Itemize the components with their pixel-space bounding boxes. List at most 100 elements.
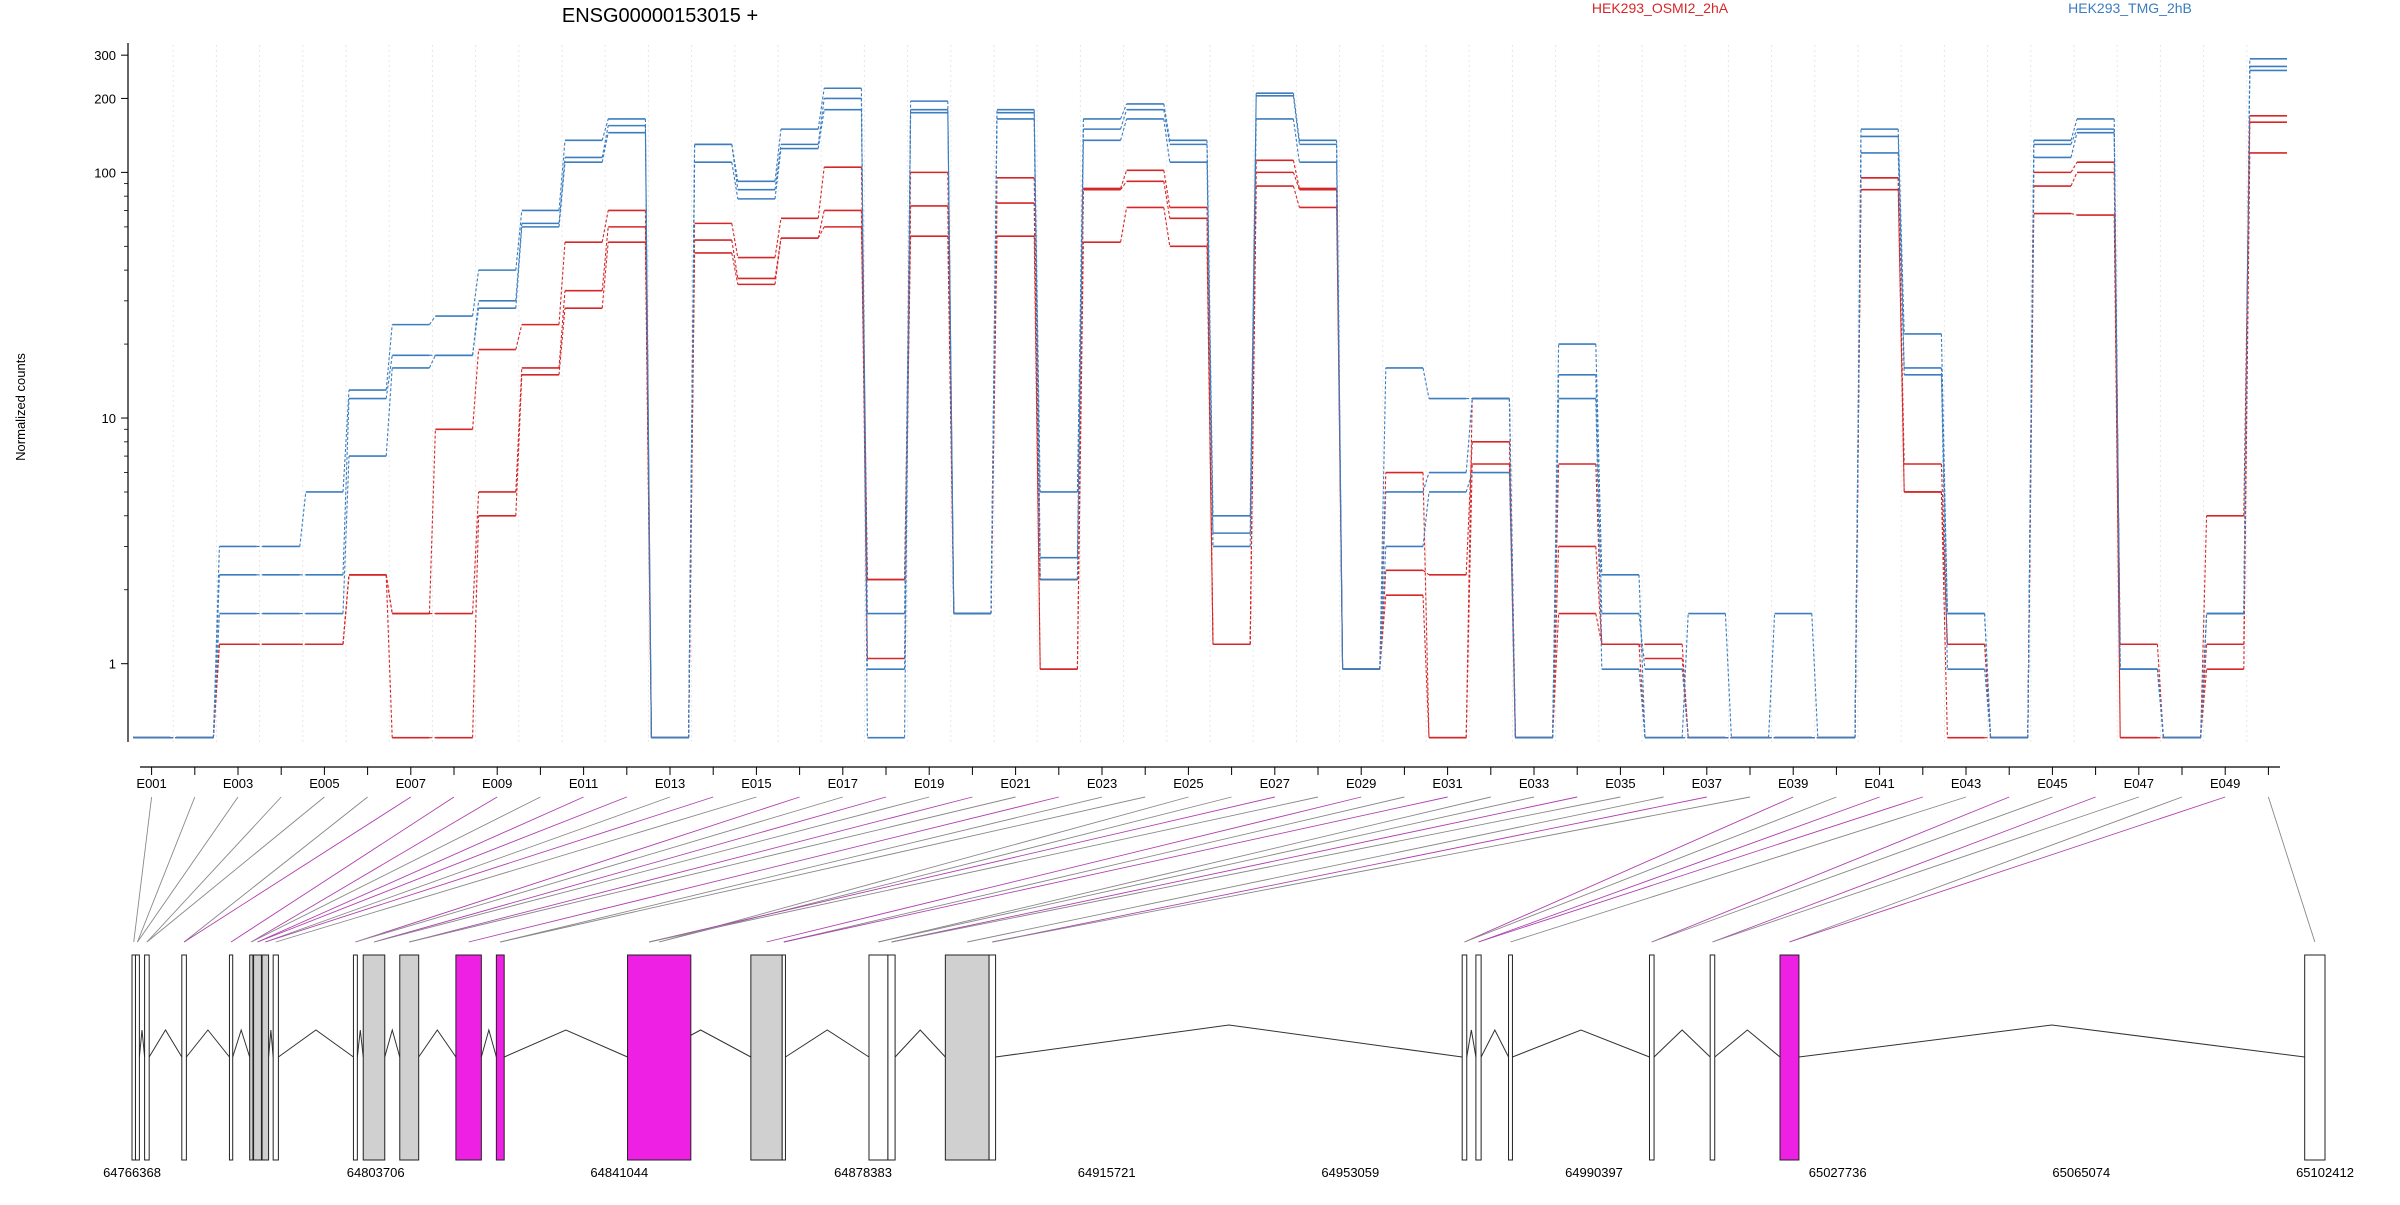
series-connector	[1508, 398, 1516, 738]
exon-label: E021	[1000, 776, 1030, 791]
intron-line	[356, 1029, 364, 1058]
series-connector	[1206, 140, 1214, 516]
genomic-coordinate-label: 64803706	[347, 1165, 405, 1180]
exon-connector	[878, 796, 1535, 943]
exon-connector	[783, 796, 1405, 943]
series-connector	[1033, 109, 1041, 492]
intron-line	[785, 1029, 870, 1058]
exon-connector	[1789, 796, 2226, 943]
exon-block	[495, 954, 505, 1161]
series-connector	[212, 644, 220, 738]
exon-block	[750, 954, 783, 1161]
exon-connector	[992, 796, 1751, 943]
series-connector	[472, 491, 480, 614]
genomic-coordinate-label: 65027736	[1809, 1165, 1867, 1180]
series-connector	[428, 315, 436, 325]
exon-label: E029	[1346, 776, 1376, 791]
exon-connector	[878, 796, 1491, 943]
exon-label: E037	[1692, 776, 1722, 791]
exon-connector	[373, 796, 930, 943]
series-connector	[515, 324, 523, 350]
exon-connector	[409, 796, 1016, 943]
series-connector	[1249, 93, 1257, 516]
exon-connector	[1464, 796, 1794, 943]
series-connector	[1681, 613, 1689, 738]
series-connector	[947, 236, 955, 614]
exon-block	[887, 954, 896, 1161]
series-connector	[1292, 185, 1300, 208]
series-connector	[990, 109, 998, 614]
series-connector	[860, 109, 868, 614]
exon-connector	[1651, 796, 2053, 943]
exon-connector	[468, 796, 1059, 943]
exon-connector	[265, 796, 671, 943]
exon-connector	[1712, 796, 2096, 943]
exon-connector	[766, 796, 1362, 943]
series-connector	[1508, 472, 1516, 738]
exon-connector	[1712, 796, 2139, 943]
series-connector	[1595, 344, 1603, 575]
series-connector	[731, 144, 739, 182]
exon-block	[627, 954, 692, 1161]
series-connector	[1163, 170, 1171, 208]
series-connector	[817, 167, 825, 219]
exon-block	[261, 954, 270, 1161]
exon-connector	[230, 796, 455, 943]
exon-label: E007	[396, 776, 426, 791]
series-connector	[558, 242, 566, 325]
exon-block	[272, 954, 279, 1161]
series-connector	[1897, 177, 1905, 465]
series-connector	[2200, 515, 2208, 738]
genomic-coordinate-label: 65065074	[2052, 1165, 2110, 1180]
series-connector	[1940, 491, 1948, 645]
series-connector	[1292, 93, 1300, 141]
series-connector	[299, 491, 307, 547]
series-connector	[1465, 472, 1473, 493]
exon-label: E023	[1087, 776, 1117, 791]
series-connector	[817, 226, 825, 239]
genomic-coordinate-label: 64841044	[590, 1165, 648, 1180]
exon-connector	[1464, 796, 1837, 943]
series-connector	[1120, 180, 1128, 191]
exon-label: E017	[828, 776, 858, 791]
series-connector	[342, 574, 350, 645]
exon-label: E035	[1605, 776, 1635, 791]
exon-connector	[146, 796, 325, 943]
series-connector	[904, 101, 912, 738]
exon-connector	[891, 796, 1621, 943]
exon-label: E025	[1173, 776, 1203, 791]
series-connector	[1552, 344, 1560, 738]
exon-block	[362, 954, 386, 1161]
exon-block	[1475, 954, 1482, 1161]
series-connector	[774, 144, 782, 190]
gene-model-layer	[131, 954, 2326, 1161]
exon-connector	[500, 796, 1146, 943]
series-connector	[1120, 207, 1128, 243]
series-connector	[1681, 669, 1689, 738]
axis-layer: 1 10 100 200 300	[94, 43, 2280, 775]
exon-connector	[355, 796, 843, 943]
series-connector	[601, 242, 609, 309]
series-connector	[385, 355, 393, 399]
intron-line	[995, 1024, 1463, 1058]
series-connector	[428, 355, 436, 369]
series-connector	[1076, 118, 1084, 492]
exon-block	[399, 954, 420, 1161]
series-connector	[774, 129, 782, 182]
exon-label: E039	[1778, 776, 1808, 791]
exon-block	[253, 954, 262, 1161]
series-connector	[1120, 103, 1128, 120]
intron-line	[138, 1029, 146, 1058]
intron-line	[1480, 1028, 1509, 1058]
series-connector	[2070, 118, 2078, 141]
series-connector	[2113, 215, 2121, 738]
series-connector	[2070, 212, 2078, 216]
intron-line	[480, 1028, 497, 1058]
exon-label: E047	[2124, 776, 2154, 791]
exon-block	[2304, 954, 2326, 1161]
exon-block	[181, 954, 187, 1161]
exon-label: E011	[569, 776, 598, 791]
intron-line	[1466, 1029, 1477, 1058]
series-connector	[1206, 207, 1214, 645]
